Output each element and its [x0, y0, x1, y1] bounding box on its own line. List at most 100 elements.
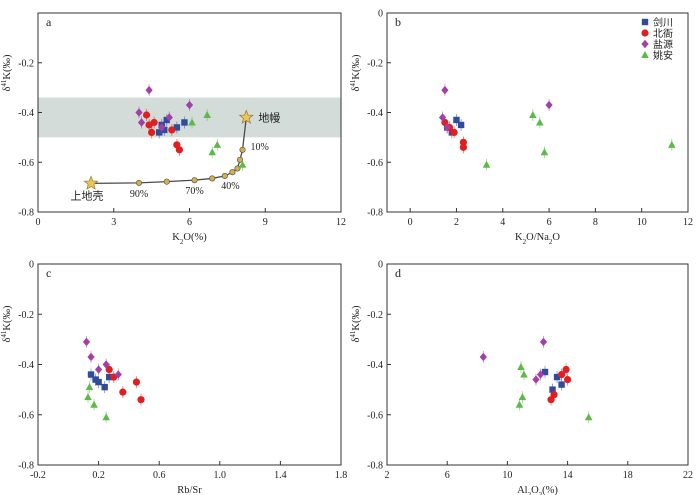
y-tick-label: -0.2 — [18, 58, 34, 69]
legend-label: 姚安 — [653, 49, 673, 62]
legend-marker — [641, 29, 649, 37]
data-point — [102, 413, 110, 421]
data-point — [148, 128, 156, 136]
data-point — [82, 337, 91, 347]
data-point — [520, 370, 528, 378]
y-tick-label: 0 — [378, 9, 383, 20]
data-point — [532, 375, 540, 384]
mixing-node — [209, 175, 216, 182]
panel-a: 0 3 6 9 12 -0.8 -0.6 -0.4 -0.2 K2O(%) δ41K(‰) a 上地壳 地… — [0, 12, 346, 246]
endmember-label: 地幔 — [258, 111, 280, 124]
mixing-node — [229, 169, 236, 176]
legend-marker — [641, 18, 649, 26]
data-point — [161, 126, 168, 134]
data-point — [545, 100, 553, 110]
x-tick-label: 1.8 — [335, 470, 348, 481]
data-point — [515, 400, 524, 408]
data-point — [557, 370, 566, 379]
data-point — [517, 363, 525, 371]
data-point — [518, 393, 527, 401]
x-tick-label: 12 — [683, 217, 693, 228]
x-tick-label: 6 — [547, 217, 552, 228]
x-tick-label: 0 — [408, 217, 413, 228]
mixing-node — [239, 146, 246, 153]
data-point — [163, 116, 170, 124]
panel-letter: b — [395, 15, 401, 29]
data-point — [562, 365, 570, 374]
data-point — [584, 413, 593, 421]
data-point — [95, 365, 103, 374]
panel-d: 2 6 10 14 18 22 -0.8 -0.6 -0.4 -0.2 0 Al2O3(%) δ41K(… — [349, 260, 693, 495]
y-tick-label: -0.6 — [18, 158, 34, 169]
y-tick-label: -0.2 — [367, 310, 383, 321]
data-point — [453, 116, 460, 124]
x-tick-label: 10 — [637, 217, 647, 228]
endmember-star — [238, 109, 254, 124]
data-point — [208, 148, 217, 156]
data-point — [95, 378, 102, 386]
endmember-label: 上地壳 — [71, 188, 104, 202]
x-tick-label: -0.2 — [30, 470, 46, 481]
data-point — [158, 123, 166, 132]
x-tick-label: 1.4 — [274, 470, 287, 481]
y-tick-label: -0.8 — [18, 208, 34, 219]
data-point — [441, 85, 449, 95]
mixing-percent-label: 70% — [185, 186, 203, 197]
data-point — [173, 124, 181, 131]
data-point — [529, 110, 537, 118]
x-tick-label: 18 — [623, 470, 633, 481]
data-point — [185, 100, 194, 110]
x-tick-label: 6 — [445, 470, 450, 481]
legend-label: 剑川 — [653, 16, 673, 29]
data-point — [203, 110, 211, 118]
panel-letter: d — [395, 266, 401, 280]
data-point — [106, 373, 113, 381]
data-point — [547, 396, 555, 404]
y-tick-label: 0 — [378, 260, 383, 271]
data-point — [101, 383, 108, 391]
panel-letter: c — [46, 266, 51, 280]
x-tick-label: 22 — [683, 470, 693, 481]
mixing-node — [191, 177, 198, 184]
y-tick-label: -0.4 — [18, 108, 34, 119]
mixing-node — [221, 172, 228, 179]
y-tick-label: -0.8 — [367, 208, 383, 219]
endmember-star — [83, 175, 99, 190]
data-point — [549, 386, 556, 393]
y-tick-label: -0.4 — [367, 360, 383, 371]
data-point — [114, 370, 122, 379]
data-point — [165, 113, 173, 122]
mixing-node — [163, 178, 170, 185]
panel-c: -0.2 0.2 0.6 1.0 1.4 1.8 -0.8 -0.6 -0.4 -0.2 0 Rb/S… — [0, 260, 347, 495]
x-tick-label: 0.2 — [92, 470, 105, 481]
data-point — [137, 118, 146, 127]
data-point — [457, 121, 465, 129]
x-tick-label: 2 — [454, 217, 459, 228]
legend-marker — [641, 51, 649, 58]
data-point — [156, 129, 163, 136]
data-point — [667, 140, 676, 148]
x-tick-label: 0.6 — [153, 470, 166, 481]
plot-frame — [37, 263, 342, 466]
data-point — [443, 123, 451, 132]
x-tick-label: 14 — [563, 470, 573, 481]
data-point — [168, 126, 176, 134]
data-point — [175, 146, 183, 154]
data-point — [438, 113, 447, 122]
data-point — [119, 388, 127, 396]
panel-b: 0 2 4 6 8 10 12 -0.8 -0.6 -0.4 -0.2 0 K2O/Na2O δ41K(‰… — [349, 9, 693, 247]
y-tick-label: -0.6 — [18, 410, 34, 421]
data-point — [459, 143, 468, 151]
y-axis-label: δ41K(‰) — [349, 54, 362, 92]
y-tick-label: -0.8 — [18, 461, 34, 472]
data-point — [137, 396, 145, 404]
data-point — [536, 118, 544, 126]
data-point — [536, 370, 545, 379]
data-point — [87, 371, 95, 378]
data-point — [90, 400, 98, 408]
x-axis-label: Al2O3(%) — [517, 485, 558, 495]
data-point — [132, 378, 141, 386]
legend-label: 北衙 — [653, 27, 673, 40]
